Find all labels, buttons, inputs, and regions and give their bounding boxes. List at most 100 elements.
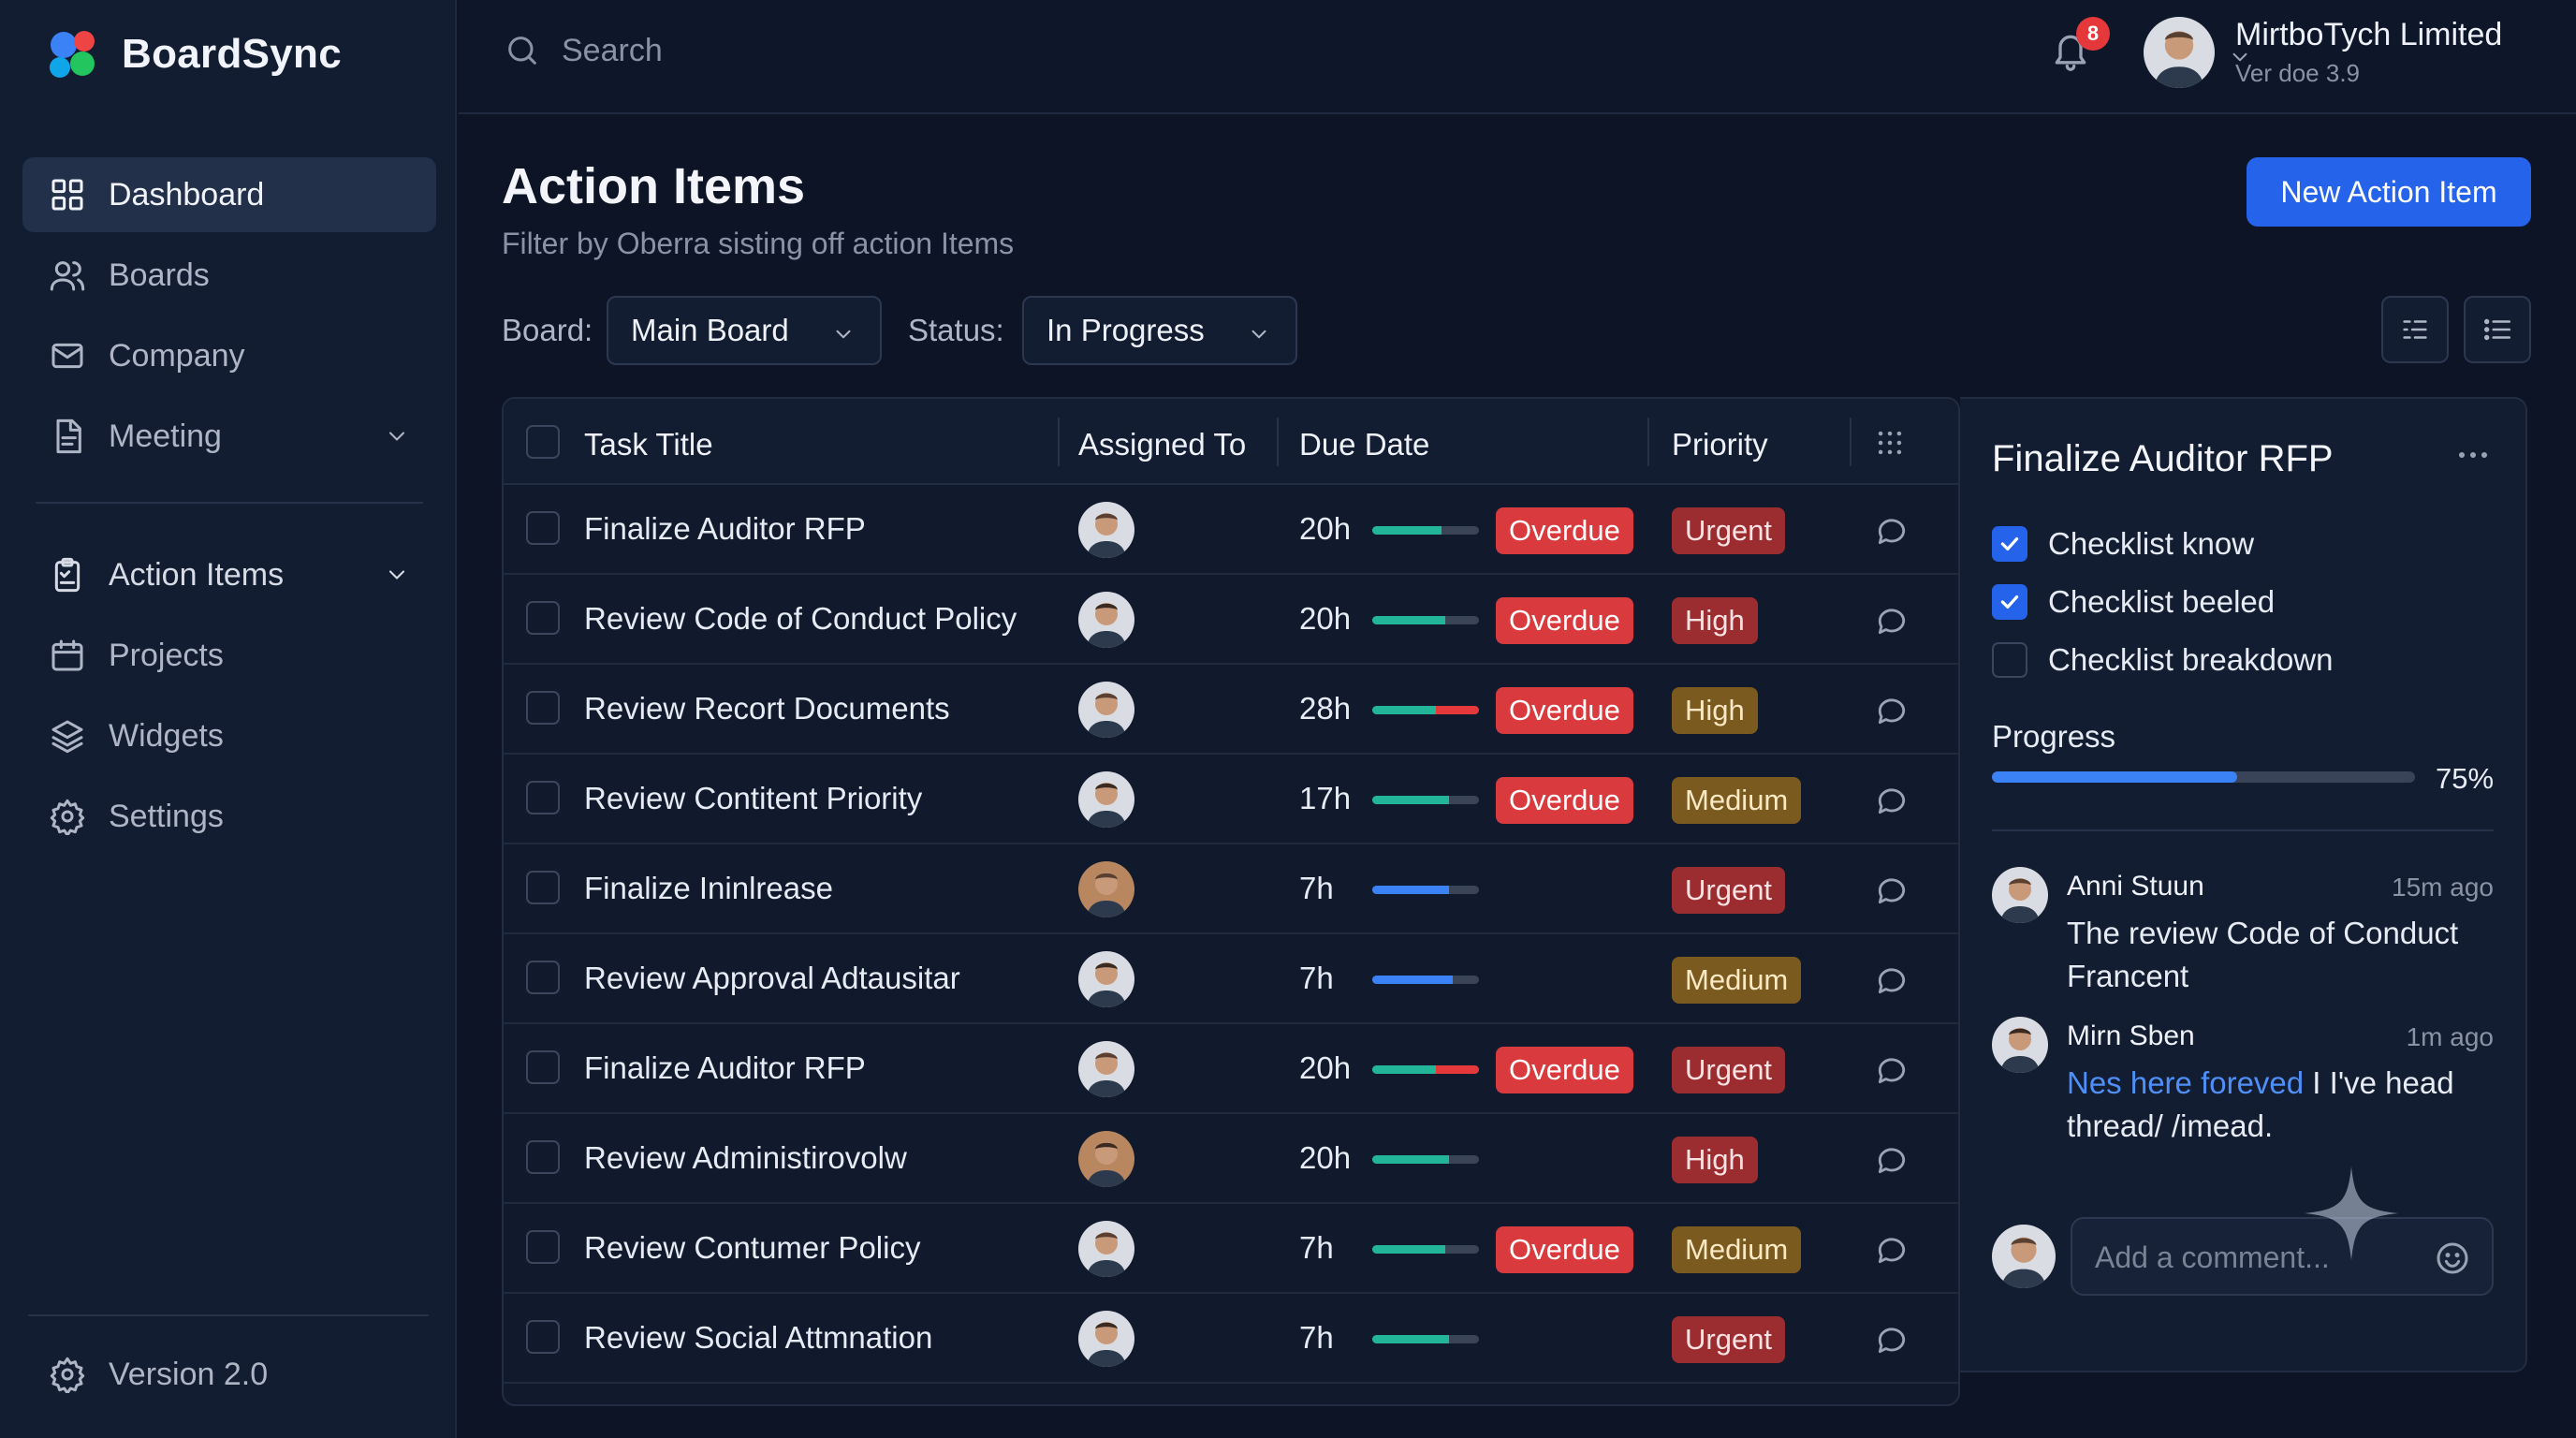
task-title[interactable]: Review Administirovolw <box>584 1140 907 1175</box>
chevron-down-icon[interactable] <box>384 562 410 588</box>
avatar[interactable] <box>1078 1131 1134 1187</box>
table-row[interactable]: Review Code of Conduct Policy 20h Overdue H… <box>504 575 1958 665</box>
task-title[interactable]: Review Contumer Policy <box>584 1230 921 1265</box>
row-checkbox[interactable] <box>526 871 560 904</box>
more-options-icon[interactable] <box>2456 446 2490 464</box>
table-row[interactable]: Finalize Auditor RFP 20h Overdue Urgent <box>504 1024 1958 1114</box>
status-select[interactable]: In Progress <box>1022 296 1297 365</box>
column-header-task-title[interactable]: Task Title <box>584 427 713 462</box>
column-header-due-date[interactable]: Due Date <box>1299 427 1430 462</box>
avatar[interactable] <box>1078 1041 1134 1097</box>
task-title[interactable]: Review Contitent Priority <box>584 781 923 815</box>
comment-icon[interactable] <box>1874 1232 1910 1268</box>
new-action-item-button[interactable]: New Action Item <box>2247 157 2531 227</box>
chevron-down-icon <box>1251 330 1266 339</box>
task-title[interactable]: Review Social Attmnation <box>584 1320 933 1355</box>
table-row[interactable]: Review Approval Adtausitar 7h Medium <box>504 934 1958 1024</box>
row-checkbox[interactable] <box>526 511 560 545</box>
search-bar[interactable]: Search <box>504 32 663 69</box>
sparkle-icon <box>2305 1167 2398 1260</box>
emoji-icon[interactable] <box>2434 1240 2471 1277</box>
checkbox-checked[interactable] <box>1992 584 2027 620</box>
avatar[interactable] <box>1078 771 1134 828</box>
board-select[interactable]: Main Board <box>607 296 882 365</box>
comment-icon[interactable] <box>1874 873 1910 908</box>
column-options-icon[interactable] <box>1874 427 1906 459</box>
checklist-item[interactable]: Checklist breakdown <box>1992 642 2333 678</box>
sidebar-item-settings[interactable]: Settings <box>22 779 436 854</box>
table-row[interactable]: Review Contumer Policy 7h Overdue Medium <box>504 1204 1958 1294</box>
sidebar-item-boards[interactable]: Boards <box>22 238 436 313</box>
sidebar-item-label: Boards <box>109 257 210 293</box>
progress-percent: 75% <box>2436 762 2495 795</box>
search-input[interactable]: Search <box>562 32 663 68</box>
checklist-item[interactable]: Checklist know <box>1992 526 2254 562</box>
comment-icon[interactable] <box>1874 603 1910 638</box>
comment-icon[interactable] <box>1874 1322 1910 1357</box>
table-row[interactable]: Review Contitent Priority 17h Overdue Mediu… <box>504 755 1958 844</box>
task-title[interactable]: Finalize Auditor RFP <box>584 511 866 546</box>
bell-icon[interactable] <box>2050 28 2091 73</box>
compact-view-button[interactable] <box>2381 296 2449 363</box>
task-title[interactable]: Finalize Auditor RFP <box>584 1050 866 1085</box>
row-checkbox[interactable] <box>526 691 560 725</box>
comment-icon[interactable] <box>1874 1052 1910 1088</box>
chevron-down-icon[interactable] <box>384 423 410 449</box>
avatar <box>1992 1017 2048 1073</box>
checkbox-unchecked[interactable] <box>1992 642 2027 678</box>
row-checkbox[interactable] <box>526 1050 560 1084</box>
comment-icon[interactable] <box>1874 962 1910 998</box>
task-title[interactable]: Finalize Ininlrease <box>584 871 833 905</box>
row-checkbox[interactable] <box>526 601 560 635</box>
avatar[interactable] <box>1078 682 1134 738</box>
due-progress-bar <box>1372 976 1479 984</box>
table-row[interactable]: Review Administirovolw 20h High <box>504 1114 1958 1204</box>
table-row[interactable]: Review Recort Documents 28h Overdue High <box>504 665 1958 755</box>
row-checkbox[interactable] <box>526 1230 560 1264</box>
task-title[interactable]: Review Approval Adtausitar <box>584 961 960 995</box>
avatar <box>2144 17 2215 88</box>
table-row[interactable]: Finalize Auditor RFP 20h Overdue Urgent <box>504 485 1958 575</box>
chevron-down-icon[interactable] <box>2228 45 2252 69</box>
brand[interactable]: BoardSync <box>45 26 342 82</box>
comment-input[interactable] <box>2095 1238 2432 1277</box>
row-checkbox[interactable] <box>526 781 560 814</box>
sidebar-item-meeting[interactable]: Meeting <box>22 399 436 474</box>
sidebar-item-action-items[interactable]: Action Items <box>22 537 436 612</box>
comment-icon[interactable] <box>1874 783 1910 818</box>
select-all-checkbox[interactable] <box>526 425 560 459</box>
sidebar-item-dashboard[interactable]: Dashboard <box>22 157 436 232</box>
priority-badge: Medium <box>1672 957 1802 1004</box>
comment-link[interactable]: Nes here foreved <box>2067 1065 2305 1100</box>
task-title[interactable]: Review Code of Conduct Policy <box>584 601 1017 636</box>
checklist-item[interactable]: Checklist beeled <box>1992 584 2275 620</box>
avatar[interactable] <box>1078 502 1134 558</box>
task-title[interactable]: Review Recort Documents <box>584 691 950 726</box>
sidebar-item-projects[interactable]: Projects <box>22 618 436 693</box>
column-header-assigned-to[interactable]: Assigned To <box>1078 427 1247 462</box>
avatar[interactable] <box>1078 1221 1134 1277</box>
row-checkbox[interactable] <box>526 1320 560 1354</box>
row-checkbox[interactable] <box>526 961 560 994</box>
due-progress-fill <box>1372 1335 1449 1343</box>
avatar[interactable] <box>1078 1311 1134 1367</box>
table-row[interactable]: Review Social Attmnation 7h Urgent <box>504 1294 1958 1384</box>
due-progress-fill <box>1372 976 1453 984</box>
sidebar-item-widgets[interactable]: Widgets <box>22 698 436 773</box>
avatar[interactable] <box>1078 861 1134 917</box>
comment-icon[interactable] <box>1874 513 1910 549</box>
checkmark-icon <box>2000 594 2019 609</box>
sidebar-divider <box>36 502 423 504</box>
avatar[interactable] <box>1078 592 1134 648</box>
comment-icon[interactable] <box>1874 1142 1910 1178</box>
checkbox-checked[interactable] <box>1992 526 2027 562</box>
sidebar-item-company[interactable]: Company <box>22 318 436 393</box>
list-view-button[interactable] <box>2464 296 2531 363</box>
column-header-priority[interactable]: Priority <box>1672 427 1768 462</box>
comment-icon[interactable] <box>1874 693 1910 728</box>
row-checkbox[interactable] <box>526 1140 560 1174</box>
user-menu[interactable]: MirtboTych Limited Ver doe 3.9 <box>2144 17 2502 88</box>
avatar[interactable] <box>1078 951 1134 1007</box>
table-row[interactable]: Finalize Ininlrease 7h Urgent <box>504 844 1958 934</box>
version-info[interactable]: Version 2.0 <box>49 1356 268 1393</box>
